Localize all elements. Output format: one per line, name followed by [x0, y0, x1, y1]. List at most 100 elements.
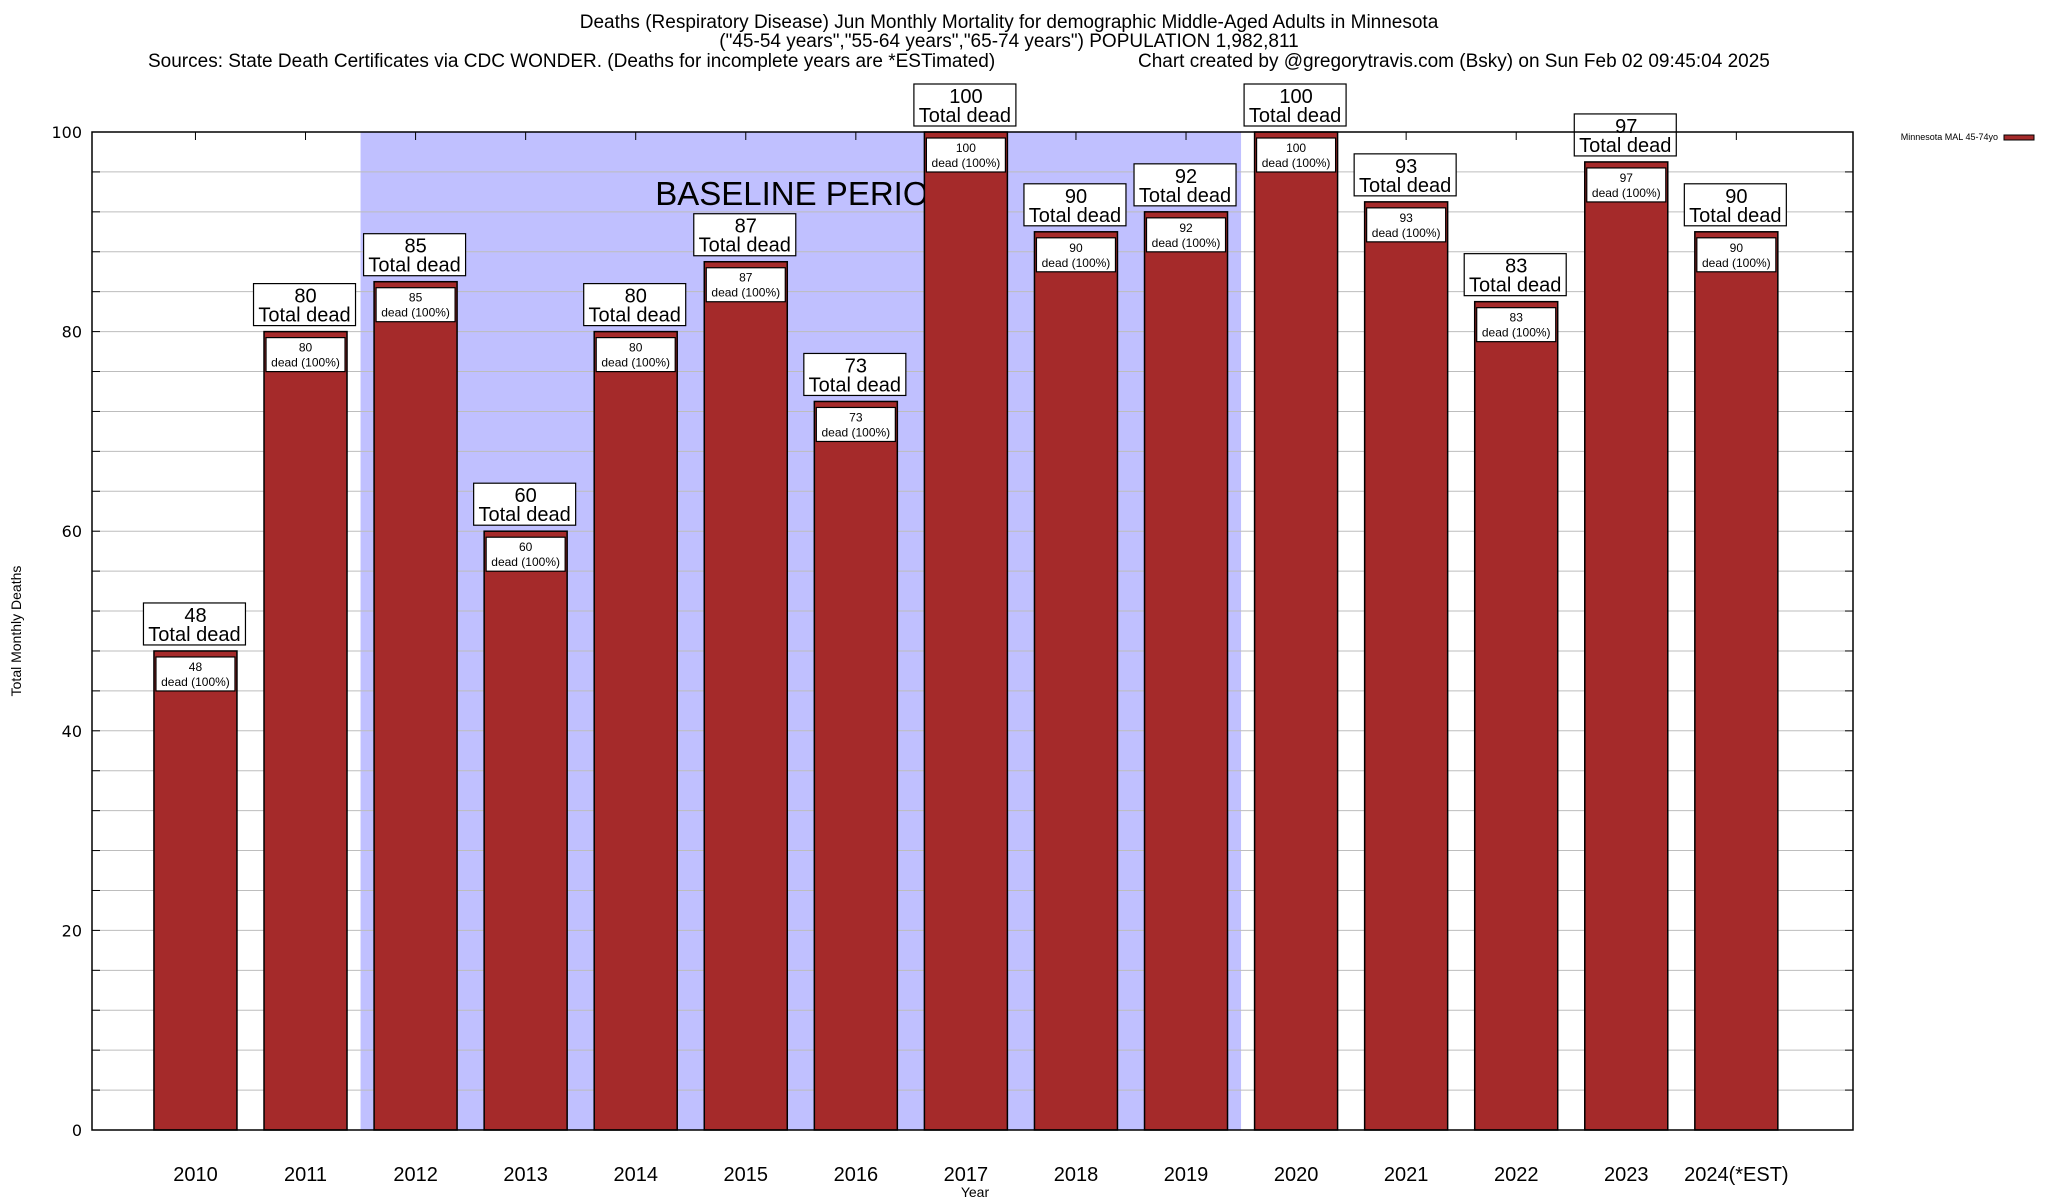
baseline-period-label: BASELINE PERIOD [655, 175, 952, 212]
chart-credit: Chart created by @gregorytravis.com (Bsk… [1138, 51, 1770, 72]
bar-inner-pct-label: dead (100%) [491, 555, 560, 569]
bar-2024(*EST) [1694, 231, 1779, 1131]
y-axis-label: Total Monthly Deaths [8, 566, 24, 697]
bar-2016 [813, 400, 899, 1131]
chart-title: Deaths (Respiratory Disease) Jun Monthly… [579, 12, 1439, 33]
chart-subtitle: ("45-54 years","55-64 years","65-74 year… [719, 31, 1299, 52]
bar-inner-value-label: 80 [629, 341, 643, 355]
bar-inner-value-label: 100 [1286, 141, 1306, 155]
bar-inner-pct-label: dead (100%) [271, 356, 340, 370]
bar-inner-pct-label: dead (100%) [1702, 256, 1771, 270]
x-tick-label: 2015 [724, 1164, 769, 1186]
bar-2012 [373, 280, 458, 1131]
x-tick-label: 2020 [1274, 1164, 1319, 1186]
bar-total-label-box [142, 602, 247, 646]
bar-inner-label-box [1255, 137, 1337, 173]
bar-2020 [1253, 131, 1339, 1131]
bar-total-suffix-label: Total dead [1139, 185, 1231, 207]
bar-total-suffix-label: Total dead [699, 235, 791, 257]
x-tick-label: 2016 [834, 1164, 879, 1186]
bar-total-suffix-label: Total dead [1029, 205, 1121, 227]
bar-total-suffix-label: Total dead [258, 305, 350, 327]
bar-inner-pct-label: dead (100%) [161, 675, 230, 689]
bar-inner-value-label: 100 [956, 141, 976, 155]
bar-total-suffix-label: Total dead [809, 374, 901, 396]
bar-2010 [153, 650, 238, 1131]
bar-inner-label-box [595, 337, 676, 373]
bar-inner-label-box [705, 267, 786, 303]
bar-total-value-label: 73 [845, 355, 867, 377]
bar-total-label-box [1243, 83, 1347, 127]
bar-inner-value-label: 92 [1179, 221, 1193, 235]
bar-inner-value-label: 90 [1069, 241, 1083, 255]
bar-total-value-label: 93 [1395, 156, 1417, 178]
bar-inner-value-label: 97 [1620, 171, 1634, 185]
bar-total-label-box [362, 233, 467, 277]
y-tick-label: 0 [72, 1121, 82, 1140]
bar-inner-value-label: 73 [849, 410, 863, 424]
bar-total-value-label: 100 [949, 86, 982, 108]
bar-2019 [1143, 211, 1229, 1131]
x-tick-label: 2019 [1164, 1164, 1209, 1186]
bar-2021 [1363, 201, 1449, 1131]
plot-frame [91, 131, 1854, 1131]
bar-2014 [593, 330, 678, 1131]
bar-inner-value-label: 90 [1730, 241, 1744, 255]
chart-sources: Sources: State Death Certificates via CD… [148, 51, 996, 72]
bar-total-suffix-label: Total dead [478, 504, 570, 526]
bar-total-label-box [693, 213, 797, 257]
bar-inner-label-box [265, 337, 346, 373]
bar-inner-pct-label: dead (100%) [1152, 236, 1221, 250]
bar-2011 [263, 330, 348, 1131]
bar-total-suffix-label: Total dead [1359, 175, 1451, 197]
bar-inner-label-box [375, 287, 456, 323]
x-tick-label: 2011 [284, 1164, 327, 1186]
bar-inner-label-box [485, 536, 566, 572]
bar-2023 [1584, 161, 1669, 1131]
bar-total-label-box [1573, 113, 1677, 157]
x-tick-label: 2017 [944, 1164, 989, 1186]
y-tick-label: 20 [62, 921, 82, 940]
bar-inner-pct-label: dead (100%) [1372, 226, 1441, 240]
bar-total-value-label: 100 [1279, 86, 1312, 108]
y-tick-label: 100 [51, 123, 82, 142]
bar-total-suffix-label: Total dead [1469, 275, 1561, 297]
x-tick-label: 2018 [1054, 1164, 1099, 1186]
bar-total-label-box [583, 283, 687, 327]
bar-inner-pct-label: dead (100%) [1592, 186, 1661, 200]
bar-inner-pct-label: dead (100%) [601, 356, 670, 370]
bar-inner-pct-label: dead (100%) [1042, 256, 1111, 270]
x-tick-label: 2012 [393, 1164, 438, 1186]
bar-total-label-box [1353, 153, 1457, 197]
bar-inner-label-box [1366, 207, 1447, 243]
bar-inner-label-box [1476, 307, 1557, 343]
bar-total-value-label: 60 [515, 485, 537, 507]
bar-inner-label-box [1035, 237, 1117, 273]
bar-inner-label-box [925, 137, 1006, 173]
bar-inner-label-box [815, 406, 896, 443]
bar-total-value-label: 80 [625, 286, 647, 308]
legend-label: Minnesota MAL 45-74yo [1901, 132, 1998, 142]
bar-total-suffix-label: Total dead [589, 305, 681, 327]
bar-inner-value-label: 83 [1510, 311, 1524, 325]
bar-total-suffix-label: Total dead [1689, 205, 1781, 227]
bar-total-suffix-label: Total dead [368, 255, 460, 277]
x-tick-label: 2022 [1494, 1164, 1539, 1186]
bar-total-suffix-label: Total dead [148, 624, 240, 646]
bar-2015 [703, 260, 789, 1131]
bar-inner-pct-label: dead (100%) [1482, 326, 1551, 340]
bar-inner-value-label: 60 [519, 540, 533, 554]
bar-total-suffix-label: Total dead [1579, 135, 1671, 157]
bar-inner-value-label: 48 [189, 660, 203, 674]
bar-total-label-box [1023, 183, 1127, 227]
legend-swatch [2003, 134, 2035, 141]
x-tick-label: 2013 [503, 1164, 548, 1186]
bar-inner-value-label: 80 [299, 341, 313, 355]
bar-2013 [483, 530, 568, 1131]
bar-inner-label-box [1145, 217, 1227, 253]
x-tick-label: 2010 [173, 1164, 218, 1186]
x-tick-label: 2023 [1604, 1164, 1649, 1186]
x-axis-label: Year [961, 1184, 990, 1200]
bar-inner-pct-label: dead (100%) [1262, 156, 1331, 170]
